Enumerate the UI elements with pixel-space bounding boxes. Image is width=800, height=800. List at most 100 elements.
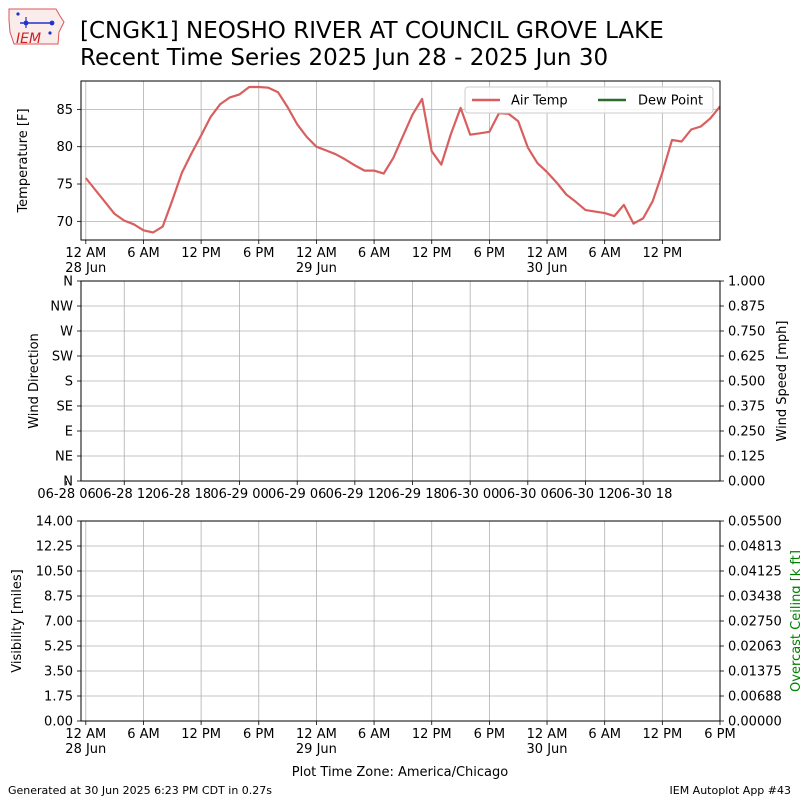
x-tick-label: 6 AM [588,727,621,742]
y-tick-label: 14.00 [36,515,73,530]
y2-tick-label: 0.750 [728,325,765,340]
iowa-outline-icon [8,8,65,45]
y2-tick-label: 0.04125 [728,565,782,580]
y-axis-label: Wind Direction [27,333,42,429]
x-tick-label: 12 AM [527,246,568,261]
y-tick-label: 3.50 [44,665,73,680]
y-tick-label: SW [52,350,73,365]
x-tick-date-label: 29 Jun [296,261,337,276]
y-tick-label: 0.00 [44,715,73,730]
x-tick-label: 6 PM [474,246,505,261]
y2-tick-label: 0.00688 [728,690,782,705]
y-tick-label: SE [57,400,73,415]
y2-tick-label: 0.01375 [728,665,782,680]
x-tick-date-label: 30 Jun [527,261,568,276]
y-tick-label: E [65,425,73,440]
chart-title: [CNGK1] NEOSHO RIVER AT COUNCIL GROVE LA… [80,18,664,44]
y-tick-label: 80 [56,140,73,155]
y2-tick-label: 0.875 [728,300,765,315]
y-tick-label: 85 [56,103,73,118]
y-tick-label: 12.25 [36,540,73,555]
y2-tick-label: 0.02063 [728,640,782,655]
x-tick-label: 6 PM [704,727,735,742]
chart-subtitle: Recent Time Series 2025 Jun 28 - 2025 Ju… [80,45,609,71]
x-tick-label: 06-29 06 [268,487,326,502]
y-tick-label: 70 [56,215,73,230]
x-tick-date-label: 30 Jun [527,742,568,757]
x-tick-label: 06-28 06 [37,487,95,502]
x-tick-label: 6 PM [474,727,505,742]
plot-frame [80,80,721,241]
x-tick-label: 6 PM [243,727,274,742]
legend: Air Temp Dew Point [464,86,714,114]
y-tick-label: 7.00 [44,615,73,630]
x-tick-label: 06-28 12 [95,487,153,502]
x-tick-date-label: 28 Jun [65,261,106,276]
x-tick-label: 06-29 12 [326,487,384,502]
y-tick-label: N [63,275,73,290]
x-tick-label: 12 PM [412,727,452,742]
x-tick-date-label: 29 Jun [296,742,337,757]
x-tick-label: 06-30 18 [614,487,672,502]
legend-label-air-temp: Air Temp [511,94,568,109]
y2-tick-label: 0.00000 [728,715,782,730]
footer-app: IEM Autoplot App #43 [669,784,792,797]
y2-tick-label: 0.02750 [728,615,782,630]
y-tick-label: 1.75 [44,690,73,705]
plot-frame [80,280,721,482]
x-tick-label: 12 AM [65,727,106,742]
x-tick-label: 12 AM [296,727,337,742]
y-tick-label: 75 [56,178,73,193]
x-tick-label: 06-29 00 [210,487,268,502]
y2-tick-label: 0.375 [728,400,765,415]
legend-box [464,86,714,114]
y2-tick-label: 0.04813 [728,540,782,555]
x-tick-label: 06-30 00 [441,487,499,502]
x-tick-label: 12 PM [181,246,221,261]
x-tick-label: 06-30 12 [556,487,614,502]
x-tick-label: 12 PM [412,246,452,261]
y2-tick-label: 0.05500 [728,515,782,530]
y2-tick-label: 0.500 [728,375,765,390]
plot-frame [80,520,721,722]
y2-tick-label: 0.625 [728,350,765,365]
x-tick-label: 06-30 06 [499,487,557,502]
x-tick-label: 12 PM [181,727,221,742]
y2-tick-label: 0.250 [728,425,765,440]
x-tick-label: 12 PM [642,727,682,742]
y-tick-label: NW [50,300,73,315]
x-tick-label: 6 AM [358,246,391,261]
x-tick-label: 12 PM [642,246,682,261]
iem-logo: IEM [6,6,66,50]
legend-label-dew-point: Dew Point [638,94,703,109]
y2-tick-label: 1.000 [728,275,765,290]
y2-tick-label: 0.03438 [728,590,782,605]
x-tick-label: 06-29 18 [383,487,441,502]
x-tick-label: 12 AM [527,727,568,742]
x-tick-date-label: 28 Jun [65,742,106,757]
y-tick-label: N [63,475,73,490]
y-tick-label: 8.75 [44,590,73,605]
x-tick-label: 12 AM [65,246,106,261]
y2-axis-label: Wind Speed [mph] [775,321,790,442]
y-tick-label: W [60,325,73,340]
x-tick-label: 6 AM [588,246,621,261]
y-tick-label: 10.50 [36,565,73,580]
x-tick-label: 6 AM [358,727,391,742]
y2-tick-label: 0.125 [728,450,765,465]
y-axis-label: Visibility [miles] [10,569,25,672]
x-tick-label: 6 PM [243,246,274,261]
y-axis-label: Temperature [F] [16,108,31,213]
y-tick-label: S [65,375,73,390]
y2-axis-label: Overcast Ceiling [k ft] [789,550,800,692]
x-axis-label: Plot Time Zone: America/Chicago [292,765,508,780]
footer-generated: Generated at 30 Jun 2025 6:23 PM CDT in … [8,784,273,797]
logo-text: IEM [16,31,41,47]
x-tick-label: 6 AM [127,246,160,261]
y-tick-label: 5.25 [44,640,73,655]
x-tick-label: 06-28 18 [153,487,211,502]
x-tick-label: 6 AM [127,727,160,742]
y2-tick-label: 0.000 [728,475,765,490]
series-line-air-temp [84,85,721,234]
